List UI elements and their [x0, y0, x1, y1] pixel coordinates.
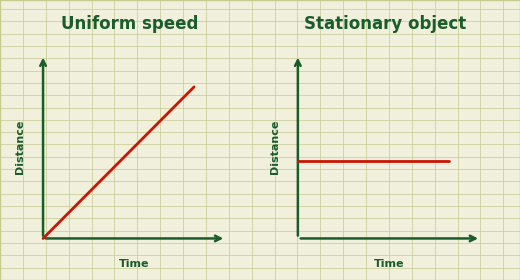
Text: Distance: Distance	[270, 120, 280, 174]
Text: Time: Time	[374, 259, 405, 269]
Text: Time: Time	[119, 259, 150, 269]
Title: Stationary object: Stationary object	[304, 15, 466, 33]
Title: Uniform speed: Uniform speed	[61, 15, 199, 33]
Text: Distance: Distance	[15, 120, 25, 174]
